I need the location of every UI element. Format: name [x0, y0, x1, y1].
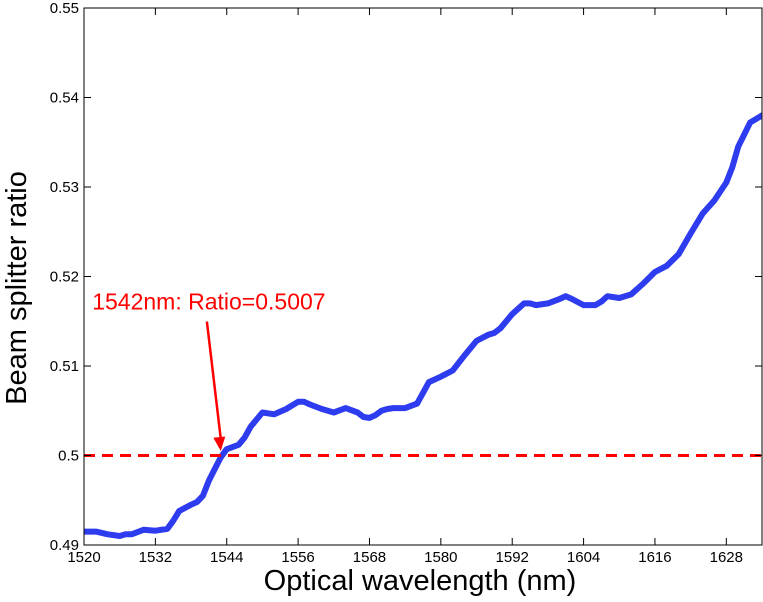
y-tick-label: 0.53	[50, 179, 79, 196]
y-tick-label: 0.51	[50, 358, 79, 375]
y-tick-label: 0.55	[50, 0, 79, 17]
x-tick-label: 1580	[424, 549, 457, 566]
x-tick-label: 1628	[710, 549, 743, 566]
annotation: 1542nm: Ratio=0.5007	[92, 289, 326, 452]
x-tick-label: 1592	[496, 549, 529, 566]
y-tick-label: 0.5	[58, 448, 79, 465]
x-axis-label: Optical wavelength (nm)	[264, 565, 577, 597]
annotation-arrow-head	[213, 436, 226, 452]
x-tick-label: 1568	[353, 549, 386, 566]
y-tick-label: 0.54	[50, 90, 79, 107]
plot-area	[84, 112, 762, 539]
annotation-arrow-shaft	[205, 321, 223, 440]
y-tick-label: 0.52	[50, 269, 79, 286]
series-line-beam-splitter-ratio	[84, 112, 762, 539]
x-tick-label: 1544	[210, 549, 243, 566]
x-tick-label: 1532	[139, 549, 172, 566]
x-tick-label: 1556	[281, 549, 314, 566]
x-tick-label: 1616	[638, 549, 671, 566]
y-tick-label: 0.49	[50, 537, 79, 554]
ticks: 1520 1532 1544 1556 1568 1580 1592 1604 1616 1628…	[50, 0, 762, 566]
y-axis-label: Beam splitter ratio	[1, 171, 33, 405]
axes	[83, 7, 763, 546]
annotation-text: 1542nm: Ratio=0.5007	[92, 289, 325, 315]
axes-box	[83, 7, 763, 546]
x-tick-label: 1520	[67, 549, 100, 566]
x-tick-label: 1604	[567, 549, 600, 566]
